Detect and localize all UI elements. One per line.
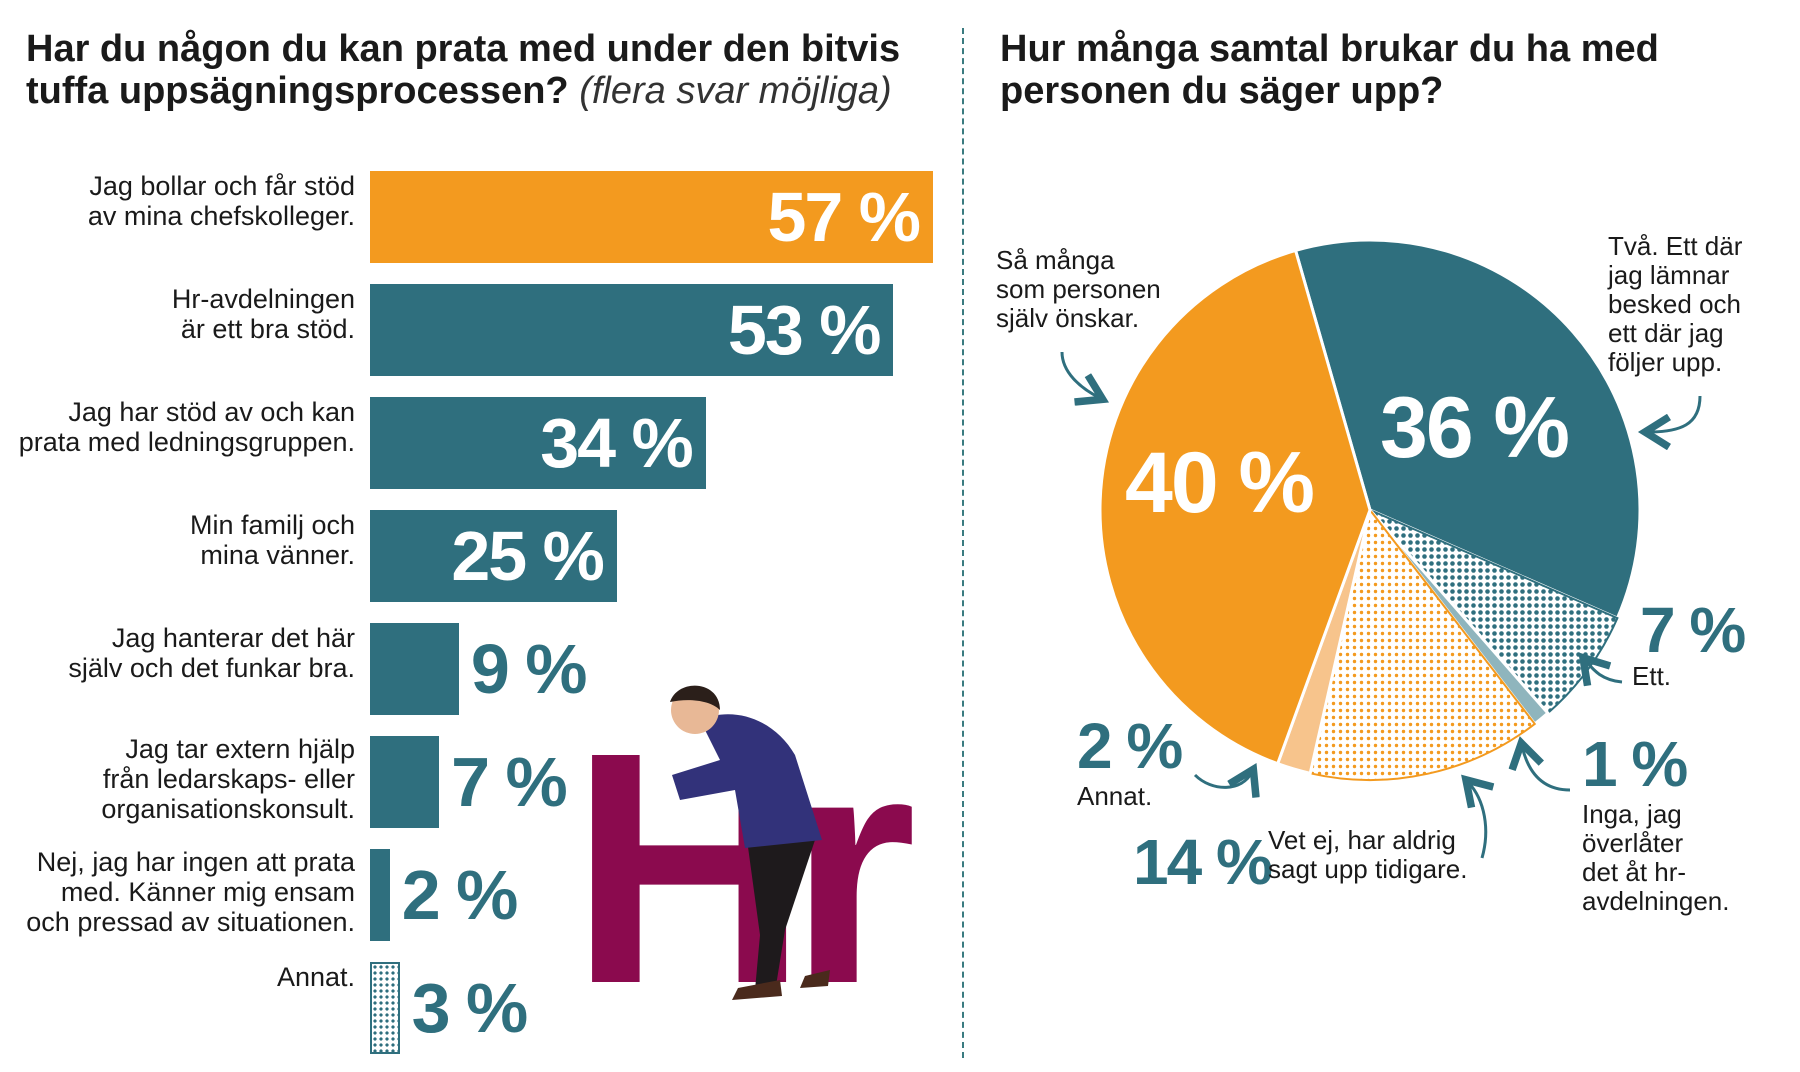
pie-note-line: jag lämnar [1608,260,1730,290]
bar-label-line: Nej, jag har ingen att prata [36,847,355,877]
bar-value-label: 53 % [727,291,882,369]
bar-label-line: mina vänner. [200,540,355,570]
bar-label-line: Jag hanterar det här [111,623,355,653]
bar [370,849,390,941]
left-chart-title: Har du någon du kan prata med under den … [26,28,926,112]
pie-value-label: 40 % [1125,435,1315,531]
bar-value-label: 2 % [401,856,519,934]
person-legs [745,825,815,992]
pie-note-line: följer upp. [1608,347,1723,377]
bar-value-label: 3 % [411,969,529,1047]
bar-label-line: med. Känner mig ensam [60,877,355,907]
bar-label-line: är ett bra stöd. [180,314,355,344]
person-torso [672,714,822,848]
pie-slice-note: Annat. [1077,782,1152,811]
callout-arrow [1193,772,1252,787]
bar-label-line: och pressad av situationen. [26,907,355,937]
bar-label-line: av mina chefskolleger. [87,201,355,231]
bar [370,962,400,1054]
bar-label-line: Jag bollar och får stöd [89,171,355,201]
pie-note-line: Annat. [1077,781,1153,811]
pie-value-label: 7 % [1640,594,1746,666]
bar-label-line: prata med ledningsgruppen. [18,427,355,457]
bar-label-line: Jag tar extern hjälp [125,734,355,764]
pie-slice-note: Två. Ett där jag lämnar besked och ett där … [1608,232,1742,377]
bar-label: Jag har stöd av och kan prata med ledning… [0,397,355,457]
callout-arrow [1648,395,1702,432]
left-title-text: Har du någon du kan prata med under den … [26,28,901,112]
pie-slice [1098,248,1372,766]
callout-arrow [1585,660,1623,682]
bar-label: Jag tar extern hjälp från ledarskaps- ell… [0,734,355,824]
pie-note-line: besked och [1608,289,1741,319]
bar-label: Jag hanterar det här själv och det funkar… [0,623,355,683]
pie-value-label: 36 % [1380,380,1570,476]
pie-note-line: Vet ej, har aldrig [1268,825,1456,855]
pie-note-line: det åt hr- [1582,857,1687,887]
person-hair [670,685,720,710]
pie-note-line: sagt upp tidigare. [1268,854,1468,884]
callout-arrow [1522,746,1571,792]
pie-note-line: som personen [996,274,1161,304]
pie-slices [1098,238,1642,781]
pie-value-label: 1 % [1582,728,1688,800]
person-shoes [732,970,830,1000]
pie-note-line: Två. Ett där [1608,231,1743,261]
pie-value-label: 2 % [1077,710,1183,782]
bar-label: Hr-avdelningen är ett bra stöd. [0,284,355,344]
pie-slice-note: Ett. [1632,662,1671,691]
pie-value-label: 14 % [1133,826,1273,898]
bar-label: Jag bollar och får stöd av mina chefskoll… [0,171,355,231]
bar [370,284,894,376]
bar-label-line: själv och det funkar bra. [68,653,355,683]
chart-divider [962,28,964,1058]
bar [370,623,459,715]
bar-label-line: Jag har stöd av och kan [68,397,355,427]
bar-label: Nej, jag har ingen att prata med. Känner … [0,847,355,937]
bar [370,510,617,602]
bar-label-line: från ledarskaps- eller [102,764,355,794]
bar-label: Annat. [0,962,355,992]
left-subtitle: (flera svar möjliga) [579,70,892,112]
right-title-text: Hur många samtal brukar du ha med person… [1000,28,1659,112]
callout-arrow [1060,351,1100,398]
pie-note-line: överlåter [1582,828,1684,858]
pie-slice-note: Inga, jag överlåter det åt hr-avdelningen. [1582,800,1729,916]
bar-label-line: Hr-avdelningen [171,284,355,314]
pie-slice [1293,238,1642,621]
bar-label: Min familj och mina vänner. [0,510,355,570]
bar-label-line: organisationskonsult. [101,794,355,824]
pie-slice-note: Så många som personen själv önskar. [996,246,1161,333]
bar-value-label: 25 % [451,517,605,595]
pie-note-line: Så många [996,245,1115,275]
hr-person-illustration: Hr [570,683,920,1010]
callout-arrow [1468,782,1486,859]
bar-value-label: 9 % [470,630,588,708]
bar [370,397,706,489]
bar-value-label: 57 % [767,178,921,256]
bar [370,736,440,828]
pie-note-line: avdelningen. [1582,886,1730,916]
bar-value-label: 7 % [451,743,568,821]
bar-value-label: 34 % [540,404,694,482]
bar-label-line: Annat. [276,962,355,992]
pie-note-line: ett där jag [1608,318,1724,348]
bar [370,171,933,263]
bar-label-line: Min familj och [189,510,355,540]
right-chart-title: Hur många samtal brukar du ha med person… [1000,28,1700,112]
pie-arrows [1060,351,1702,859]
pie-note-line: Inga, jag [1582,799,1682,829]
pie-slice-note: Vet ej, har aldrig sagt upp tidigare. [1268,826,1467,884]
pie-note-line: Ett. [1632,661,1672,691]
pie-note-line: själv önskar. [996,303,1140,333]
